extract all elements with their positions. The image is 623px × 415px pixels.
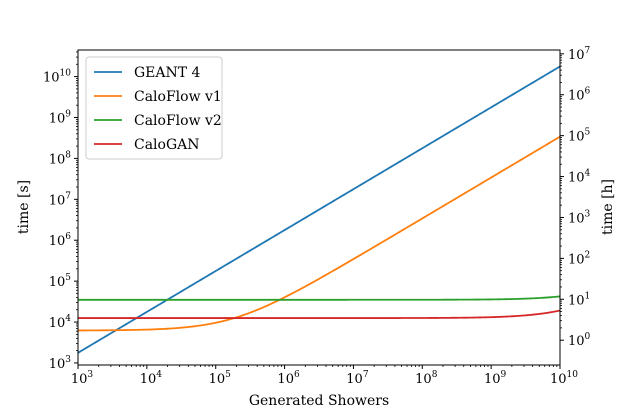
y2-tick-label-6-exp: 6 [585,87,591,97]
x-tick-label-3-exp: 6 [294,370,300,380]
series-line-3 [78,309,561,319]
y2-tick-label-7-exp: 7 [585,46,591,56]
x-tick-label-3-base: 10 [277,372,294,387]
y-tick-label-1-base: 10 [49,316,66,331]
legend-label-1: CaloFlow v1 [134,89,222,105]
y2-tick-label-5: 105 [568,128,591,145]
legend-label-0: GEANT 4 [134,65,201,81]
y2-axis-label: time [h] [600,179,616,235]
y-tick-label-5-base: 10 [49,152,66,167]
y2-tick-label-3-exp: 3 [585,209,591,219]
y-tick-label-3: 106 [49,232,72,249]
y2-tick-label-3: 103 [568,209,591,226]
y2-tick-label-5-base: 10 [568,130,585,145]
x-axis-label: Generated Showers [249,393,389,409]
y-tick-label-7: 1010 [43,69,71,86]
y2-tick-label-4: 104 [568,169,591,186]
y2-tick-label-4-base: 10 [568,171,585,186]
y2-tick-label-4-exp: 4 [585,169,591,179]
x-tick-label-1-base: 10 [140,372,157,387]
x-tick-label-2-base: 10 [209,372,226,387]
series-line-0 [77,65,561,354]
x-tick-label-0-exp: 3 [87,370,93,380]
x-tick-label-2: 105 [209,370,232,387]
y-tick-label-2-base: 10 [49,275,66,290]
y-tick-label-5-exp: 8 [65,150,71,160]
y-tick-label-6-exp: 9 [65,110,71,120]
y2-tick-label-1-base: 10 [568,293,585,308]
x-tick-label-4-exp: 7 [363,370,369,380]
y-tick-label-2-exp: 5 [65,273,71,283]
y2-tick-label-1-exp: 1 [585,291,591,301]
x-tick-label-0-base: 10 [71,372,88,387]
y2-tick-label-7: 107 [568,46,591,63]
x-tick-label-7-base: 10 [550,372,567,387]
series-layer [77,65,561,354]
y-tick-label-4-base: 10 [49,193,66,208]
y-tick-label-4: 107 [49,191,72,208]
x-tick-label-2-exp: 5 [225,370,231,380]
y2-tick-label-2-base: 10 [568,252,585,267]
y2-tick-label-7-base: 10 [568,48,585,63]
x-tick-label-5-exp: 8 [432,370,438,380]
x-tick-label-3: 106 [277,370,300,387]
x-tick-label-5-base: 10 [415,372,432,387]
y-tick-label-0-exp: 3 [65,355,71,365]
series-line-2 [78,295,561,301]
y-tick-label-0: 103 [49,355,72,372]
y-tick-label-6-base: 10 [49,112,66,127]
y2-tick-label-2-exp: 2 [585,250,591,260]
y2-tick-label-0-exp: 0 [585,332,591,342]
y2-tick-label-0: 100 [568,332,591,349]
y-tick-label-3-base: 10 [49,234,66,249]
x-tick-label-4: 107 [346,370,369,387]
ticks-layer: 103 104 105 106 107 108 109 1010103104105106107… [43,46,591,387]
y-tick-label-0-base: 10 [49,357,66,372]
y-axis-label: time [s] [16,180,32,234]
y2-tick-label-6-base: 10 [568,89,585,104]
y-tick-label-4-exp: 7 [65,191,71,201]
x-tick-label-5: 108 [415,370,438,387]
legend-label-2: CaloFlow v2 [134,113,222,129]
y2-tick-label-3-base: 10 [568,211,585,226]
plot-frame [77,49,561,366]
x-tick-label-6-base: 10 [484,372,501,387]
x-tick-label-7-exp: 10 [567,370,579,380]
legend-box [85,56,223,160]
y2-tick-label-0-base: 10 [568,334,585,349]
y-tick-label-5: 108 [49,150,72,167]
y2-tick-label-5-exp: 5 [585,128,591,138]
x-tick-label-4-base: 10 [346,372,363,387]
y2-tick-label-6: 106 [568,87,591,104]
legend-label-3: CaloGAN [134,137,200,153]
y2-tick-label-2: 102 [568,250,590,267]
y-tick-label-6: 109 [49,110,72,127]
series-line-1 [78,135,561,332]
y-tick-label-7-exp: 10 [60,69,72,79]
y-tick-label-1-exp: 4 [65,314,71,324]
y2-tick-label-1: 101 [568,291,590,308]
y-tick-label-3-exp: 6 [65,232,71,242]
x-tick-label-0: 103 [71,370,94,387]
x-tick-label-6-exp: 9 [501,370,507,380]
x-tick-label-6: 109 [484,370,507,387]
x-tick-label-7: 1010 [550,370,578,387]
y-tick-label-7-base: 10 [43,71,60,86]
y-tick-label-1: 104 [49,314,72,331]
y-tick-label-2: 105 [49,273,72,290]
legend: GEANT 4 CaloFlow v1 CaloFlow v2 CaloGAN [85,56,223,160]
x-tick-label-1: 104 [140,370,163,387]
x-tick-label-1-exp: 4 [156,370,162,380]
